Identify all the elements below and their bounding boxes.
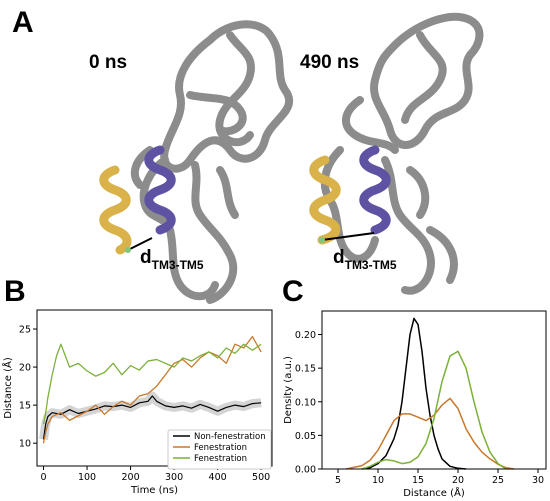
series-line-2	[361, 350, 507, 470]
x-axis-label: Distance (Å)	[403, 486, 465, 498]
distance-label-main: d	[140, 247, 152, 268]
plot-frame	[36, 309, 273, 467]
y-tick-label: 0.20	[295, 330, 316, 341]
y-axis-label: Density (a.u.)	[283, 356, 294, 424]
time-label-0ns: 0 ns	[89, 52, 128, 73]
x-axis-label: Time (ns)	[130, 485, 178, 496]
y-tick-label: 20	[19, 363, 31, 374]
series-line-1	[345, 397, 515, 470]
series-line-0	[361, 317, 467, 470]
y-tick-label: 0.05	[295, 431, 316, 442]
plot-frame	[321, 310, 547, 470]
series-line-0	[42, 395, 262, 440]
distance-label-sub: TM3-TM5	[344, 258, 397, 272]
distance-label-490ns: dTM3-TM5	[333, 247, 397, 273]
x-tick-label: 0	[41, 472, 47, 483]
legend-box	[167, 429, 272, 470]
x-tick-label: 15	[412, 475, 424, 486]
legend-label: Fenestration	[194, 454, 247, 464]
y-tick-label: 25	[19, 325, 31, 336]
x-tick-label: 10	[372, 475, 384, 486]
distance-label-0ns: dTM3-TM5	[140, 247, 204, 273]
y-tick-label: 0.15	[295, 364, 316, 375]
distance-label-sub: TM3-TM5	[151, 258, 204, 272]
y-axis-label: Distance (Å)	[1, 357, 14, 419]
y-tick-label: 15	[19, 401, 31, 412]
x-tick-label: 300	[165, 472, 183, 483]
x-tick-label: 100	[78, 472, 96, 483]
density-chart: 5 10 15 20 25 30 0.00 0.05 0.10 0.15 0.20 Distance …	[283, 310, 547, 498]
legend-label: Fenestration	[194, 443, 247, 453]
x-tick-label: 200	[121, 472, 139, 483]
distance-label-main: d	[333, 247, 345, 268]
series-line-2	[42, 343, 262, 425]
panel-c-letter: C	[282, 275, 304, 308]
distance-time-chart: 0 100 200 300 400 500 10 15 20 25 Time (ns) Distanc…	[1, 309, 273, 496]
protein-structure-490ns	[309, 12, 484, 295]
series-line-1	[42, 336, 262, 444]
panel-a-letter: A	[12, 6, 34, 39]
y-tick-label: 10	[19, 439, 31, 450]
x-tick-label: 400	[209, 472, 227, 483]
legend-label: Non-fenestration	[194, 432, 266, 442]
time-label-490ns: 490 ns	[300, 52, 360, 73]
x-tick-label: 5	[335, 475, 341, 486]
protein-structure-0ns	[99, 20, 294, 304]
x-tick-label: 500	[252, 472, 270, 483]
x-tick-label: 25	[492, 475, 504, 486]
panel-b-letter: B	[4, 275, 26, 308]
x-tick-label: 30	[532, 475, 544, 486]
y-tick-label: 0.00	[295, 465, 316, 476]
x-tick-label: 20	[452, 475, 464, 486]
y-tick-label: 0.10	[295, 397, 316, 408]
